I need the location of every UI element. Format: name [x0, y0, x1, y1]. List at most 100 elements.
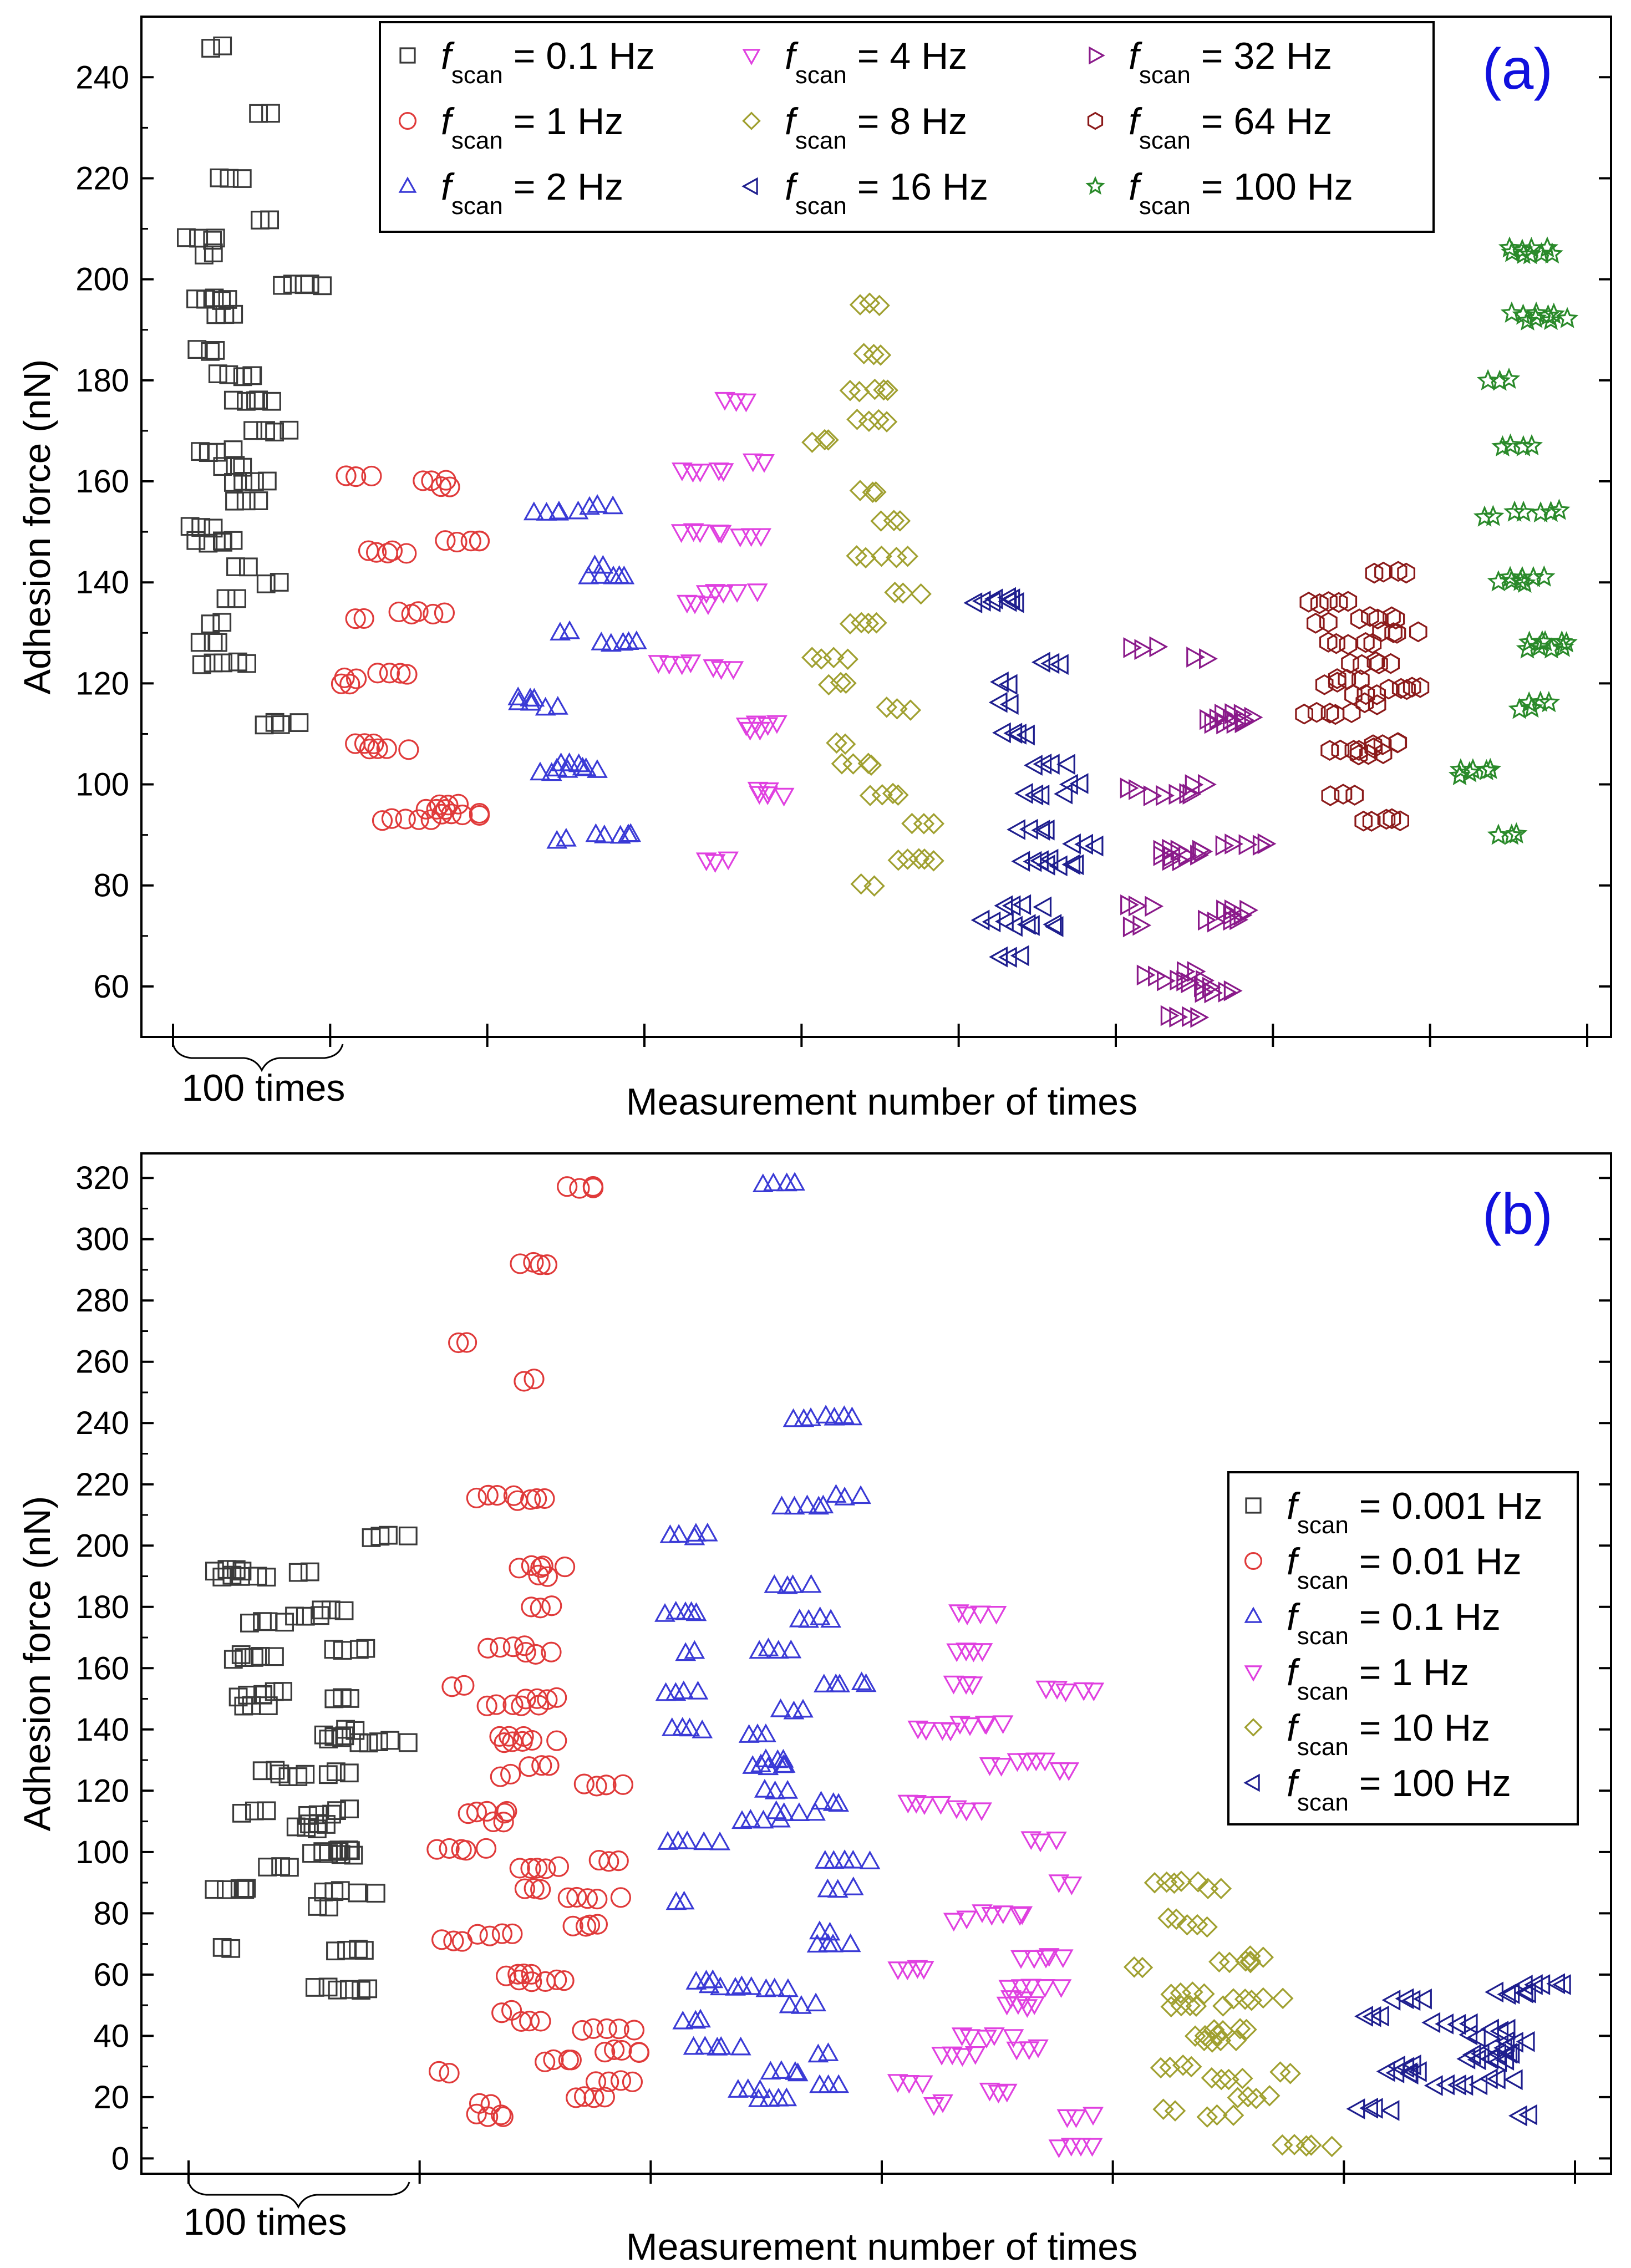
data-point [379, 663, 400, 684]
data-point [801, 647, 823, 668]
data-point [596, 2018, 617, 2040]
data-point [770, 1698, 791, 1717]
data-point [1424, 2075, 1443, 2096]
data-point [1397, 562, 1415, 584]
data-point [835, 672, 857, 694]
data-point [307, 1819, 327, 1839]
legend-entry-2: fscan = 2 Hz [398, 166, 623, 220]
data-point [1224, 833, 1244, 855]
data-point [613, 565, 635, 584]
data-point [480, 2094, 501, 2115]
data-point [1165, 1908, 1187, 1930]
data-point [514, 1371, 535, 1392]
data-point [476, 1695, 497, 1716]
data-point [755, 1748, 776, 1767]
data-point [1218, 982, 1237, 1003]
data-point [1344, 740, 1363, 761]
data-point [1204, 982, 1223, 1004]
legend-value: = 2 Hz [503, 166, 623, 208]
data-point [1128, 895, 1147, 917]
data-point [541, 1641, 562, 1662]
data-point [680, 654, 702, 674]
data-point [1069, 773, 1089, 794]
y-tick-label-80: 80 [93, 1895, 129, 1931]
data-point [1035, 819, 1055, 841]
data-point [514, 1878, 535, 1899]
series-2-hz [507, 494, 647, 849]
data-point [1374, 743, 1393, 764]
data-point [661, 1717, 683, 1736]
data-point [339, 674, 360, 695]
y-tick-label-240: 240 [75, 1405, 129, 1441]
data-point [704, 854, 726, 873]
data-point [359, 1733, 378, 1753]
series-4-hz [648, 391, 795, 873]
data-point [256, 574, 276, 593]
data-point [1229, 2018, 1251, 2040]
data-point [526, 1488, 547, 1509]
data-point [871, 545, 892, 567]
data-point [1145, 896, 1164, 917]
y-tick-label-100: 100 [75, 1834, 129, 1870]
data-point [243, 366, 262, 385]
data-point [1056, 2109, 1078, 2128]
data-point [684, 595, 705, 614]
data-point [1368, 684, 1386, 705]
legend-value: = 32 Hz [1191, 35, 1332, 77]
data-point [687, 1681, 709, 1700]
data-point [1182, 784, 1202, 805]
data-point [962, 1676, 983, 1696]
data-point [199, 533, 218, 553]
data-point [1408, 2061, 1427, 2082]
data-point [1224, 899, 1243, 921]
legend-entry-1: fscan = 1 Hz [398, 100, 623, 154]
data-point [675, 1642, 697, 1661]
data-point [718, 851, 739, 871]
data-point [771, 1496, 792, 1514]
data-point [1239, 1951, 1262, 1974]
data-point [477, 1638, 499, 1659]
data-point [1364, 734, 1383, 755]
data-point [586, 1776, 607, 1797]
data-point [524, 1369, 545, 1390]
series-16-hz [963, 587, 1104, 968]
data-point [296, 1606, 315, 1626]
data-point [956, 1676, 977, 1695]
data-point [286, 1817, 306, 1837]
data-point [1181, 972, 1200, 994]
data-point [223, 1650, 243, 1669]
data-point [1044, 916, 1064, 937]
legend-entry-3: fscan = 4 Hz [742, 35, 967, 89]
data-point [1083, 2107, 1104, 2126]
data-point [490, 2104, 512, 2125]
data-point [1508, 698, 1531, 719]
data-point [1157, 970, 1176, 991]
data-point [1388, 732, 1407, 754]
data-point [1185, 1995, 1207, 2017]
data-point [201, 342, 220, 361]
data-point [509, 1858, 530, 1879]
data-point [398, 739, 419, 760]
data-point [237, 1879, 256, 1898]
x-axis-a [172, 1024, 1588, 1047]
data-point [873, 379, 895, 401]
data-point [1252, 1987, 1274, 2009]
data-point [1376, 2061, 1395, 2082]
data-point [313, 276, 332, 296]
data-point [810, 1791, 832, 1810]
data-point [548, 1856, 570, 1877]
data-point [1370, 653, 1388, 675]
data-point [886, 547, 907, 568]
data-point [502, 1636, 524, 1657]
data-point [334, 1601, 354, 1620]
data-point [574, 2086, 595, 2107]
data-point [275, 1613, 294, 1632]
data-point [1539, 308, 1562, 330]
y-tick-label-200: 200 [75, 262, 129, 298]
data-point [1458, 761, 1481, 782]
data-point [1234, 712, 1254, 734]
data-point [1038, 1948, 1060, 1967]
data-point [742, 1755, 764, 1774]
data-point [1539, 500, 1562, 522]
